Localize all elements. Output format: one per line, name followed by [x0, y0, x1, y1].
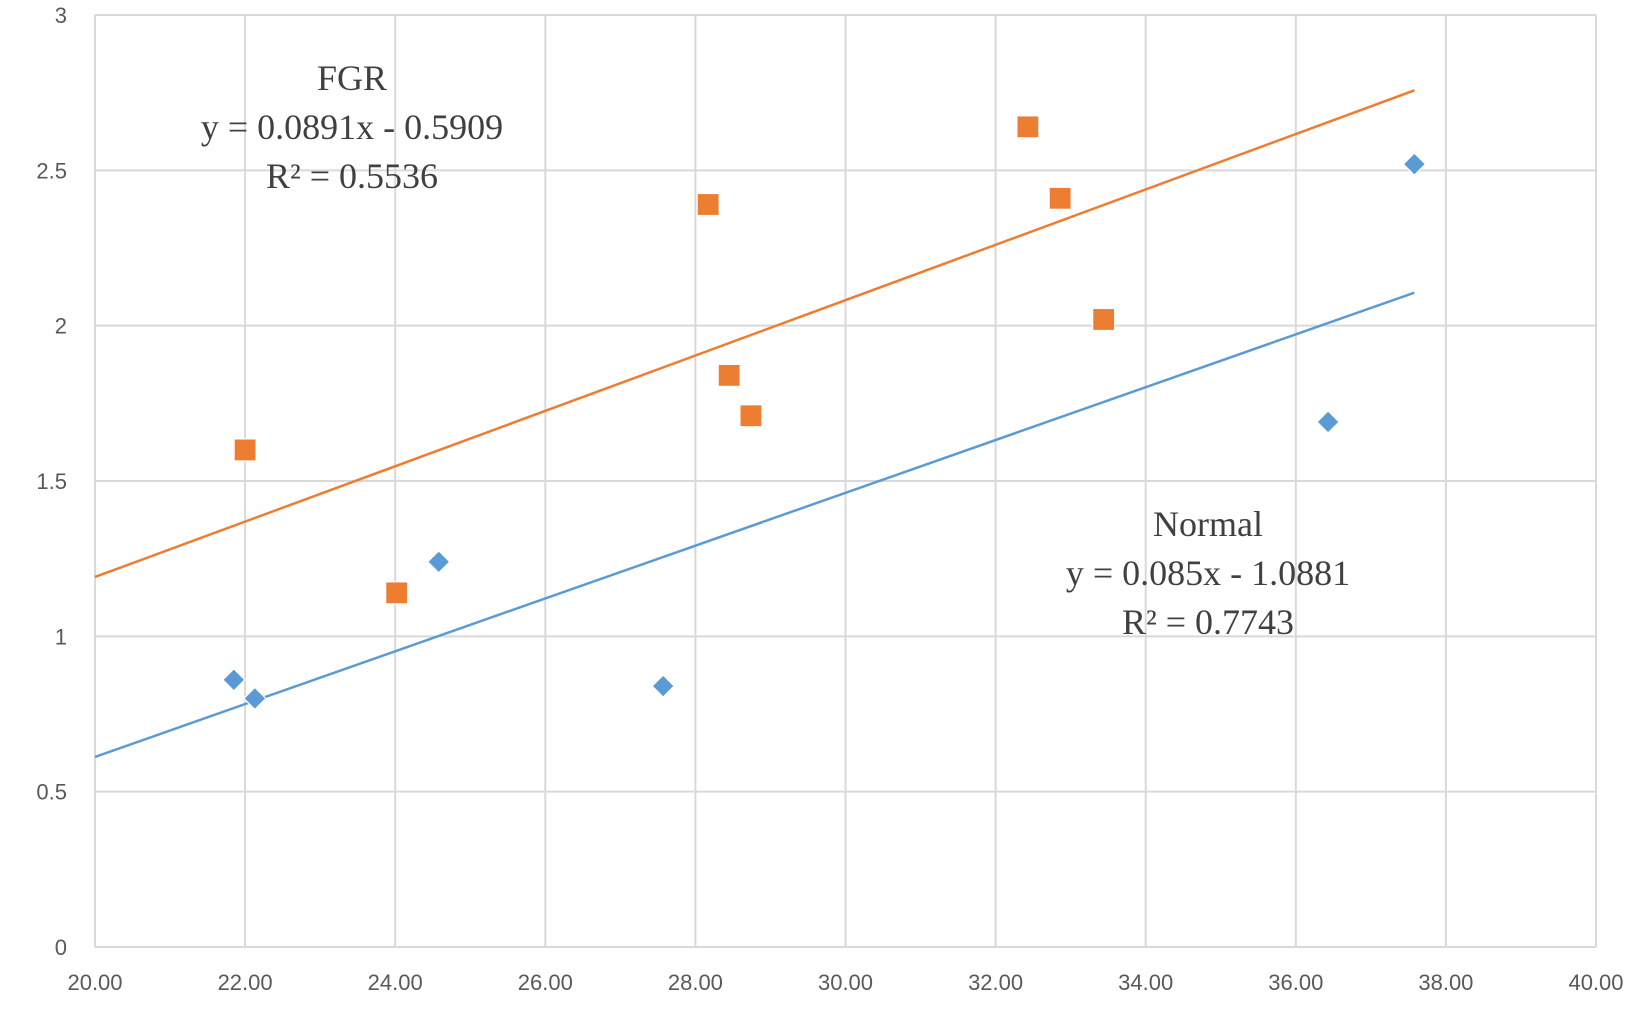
x-tick-label: 38.00: [1418, 970, 1473, 995]
y-tick-label: 2: [55, 314, 67, 339]
x-tick-label: 20.00: [67, 970, 122, 995]
fgr-point: [1016, 115, 1040, 139]
y-tick-label: 1.5: [36, 469, 67, 494]
normal-point: [1316, 410, 1340, 434]
y-tick-label: 1: [55, 624, 67, 649]
normal-point: [426, 549, 451, 574]
x-tick-label: 26.00: [518, 970, 573, 995]
y-tick-label: 2.5: [36, 158, 67, 183]
x-tick-label: 30.00: [818, 970, 873, 995]
x-tick-label: 24.00: [368, 970, 423, 995]
fgr-r-squared: R² = 0.5536: [266, 156, 438, 196]
normal-trendline: [94, 291, 1415, 759]
x-tick-label: 28.00: [668, 970, 723, 995]
fgr-point: [739, 404, 763, 428]
fgr-trendline: [94, 89, 1415, 579]
normal-point: [221, 667, 246, 692]
normal-point: [243, 686, 267, 711]
normal-r-squared: R² = 0.7743: [1122, 602, 1294, 642]
data-points: [221, 115, 1427, 711]
y-tick-label: 3: [55, 3, 67, 28]
fgr-point: [385, 581, 409, 605]
x-tick-label: 34.00: [1118, 970, 1173, 995]
normal-point: [651, 674, 675, 698]
x-tick-label: 36.00: [1268, 970, 1323, 995]
y-tick-label: 0.5: [36, 780, 67, 805]
x-tick-label: 22.00: [218, 970, 273, 995]
fgr-point: [717, 363, 741, 387]
x-tick-label: 32.00: [968, 970, 1023, 995]
trendlines: [94, 89, 1415, 759]
fgr-label: FGR: [317, 58, 387, 98]
normal-equation: y = 0.085x - 1.0881: [1066, 553, 1350, 593]
x-axis-tick-labels: 20.00 22.00 24.00 26.00 28.00 30.00 32.00 34.00…: [67, 970, 1623, 995]
fgr-point: [1092, 307, 1116, 332]
y-tick-label: 0: [55, 935, 67, 960]
fgr-annotation: FGR y = 0.0891x - 0.5909 R² = 0.5536: [201, 58, 503, 196]
gridlines: [94, 14, 1597, 948]
y-axis-tick-labels: 0 0.5 1 1.5 2 2.5 3: [36, 3, 67, 960]
fgr-point: [696, 192, 720, 217]
x-tick-label: 40.00: [1568, 970, 1623, 995]
normal-label: Normal: [1153, 504, 1263, 544]
fgr-point: [233, 438, 257, 462]
fgr-equation: y = 0.0891x - 0.5909: [201, 107, 503, 147]
normal-annotation: Normal y = 0.085x - 1.0881 R² = 0.7743: [1066, 504, 1350, 642]
fgr-point: [1048, 186, 1072, 210]
normal-point: [1402, 152, 1427, 176]
